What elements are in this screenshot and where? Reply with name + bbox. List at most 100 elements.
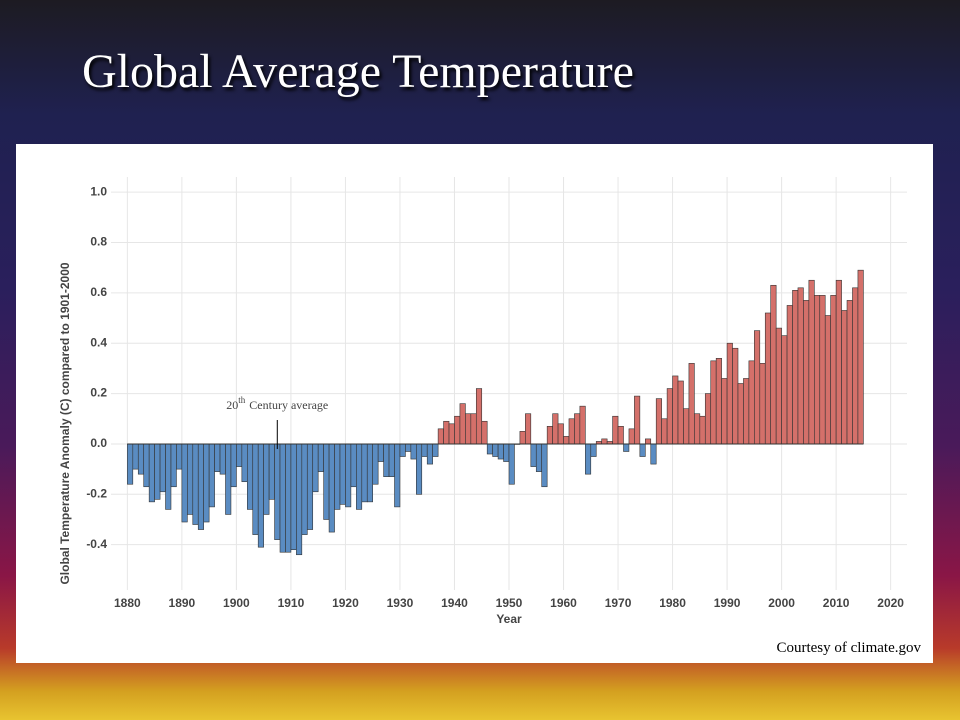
bar	[824, 315, 831, 445]
bar	[176, 443, 183, 470]
y-axis-label: Global Temperature Anomaly (C) compared …	[58, 262, 72, 584]
bar	[634, 395, 641, 445]
y-tick-label: 1.0	[90, 184, 107, 198]
bar	[214, 443, 221, 472]
bar	[170, 443, 177, 488]
y-tick-label: 0.6	[90, 285, 107, 299]
chart-panel: -0.4 -0.2 0.0 0.2 0.4 0.6 0.8 1.0 1880 1890 1900 19…	[16, 144, 933, 663]
x-tick-label: 1910	[278, 596, 305, 610]
bar	[650, 443, 657, 465]
bar	[623, 443, 630, 452]
bar	[841, 310, 848, 445]
bar	[416, 443, 423, 495]
bar	[781, 335, 788, 445]
bar	[639, 443, 646, 457]
bar	[688, 363, 695, 445]
bar	[814, 295, 821, 445]
y-tick-label: 0.0	[90, 436, 107, 450]
bar	[426, 443, 433, 465]
bar	[481, 420, 488, 445]
x-tick-label: 1960	[550, 596, 577, 610]
bar	[519, 431, 526, 445]
bar	[797, 287, 804, 445]
x-tick-label: 2000	[768, 596, 795, 610]
bar	[726, 342, 733, 445]
bar	[366, 443, 373, 503]
bar	[241, 443, 248, 483]
bar	[612, 415, 619, 445]
bar	[568, 418, 575, 445]
bar	[388, 443, 395, 477]
bar	[285, 443, 292, 553]
bar	[661, 418, 668, 445]
x-tick-label: 1900	[223, 596, 250, 610]
y-tick-label: 0.8	[90, 235, 107, 249]
bar	[274, 443, 281, 540]
bar	[247, 443, 254, 510]
bar	[486, 443, 493, 455]
bar	[323, 443, 330, 520]
bar	[552, 413, 559, 445]
chart: -0.4 -0.2 0.0 0.2 0.4 0.6 0.8 1.0 1880 1890 1900 19…	[58, 177, 907, 626]
bar	[775, 327, 782, 445]
bar	[465, 413, 472, 445]
bar	[377, 443, 384, 462]
bar	[715, 358, 722, 445]
bar	[137, 443, 145, 475]
bar	[732, 347, 739, 445]
bar	[165, 443, 172, 510]
bar	[835, 279, 842, 445]
bar	[334, 443, 341, 510]
x-tick-label: 1970	[605, 596, 632, 610]
bar	[328, 443, 335, 533]
bar	[764, 312, 771, 445]
bar	[448, 423, 455, 445]
bar	[743, 378, 750, 445]
y-tick-label: 0.2	[90, 386, 107, 400]
bar	[350, 443, 357, 488]
bar	[437, 428, 444, 445]
bar	[541, 443, 548, 488]
slide-title: Global Average Temperature	[82, 45, 634, 98]
bar	[361, 443, 368, 503]
bar	[770, 284, 777, 445]
bar	[383, 443, 390, 477]
bar	[470, 413, 477, 445]
bar	[563, 436, 570, 445]
bar	[590, 443, 597, 457]
bar	[372, 443, 379, 485]
bar	[601, 438, 608, 445]
bar	[737, 383, 744, 445]
bar	[290, 443, 297, 551]
bar	[546, 426, 553, 445]
bar	[399, 443, 406, 457]
bar	[759, 363, 766, 445]
source-credit: Courtesy of climate.gov	[776, 640, 921, 656]
bar	[279, 443, 286, 553]
bar	[830, 295, 837, 445]
bar	[296, 443, 303, 556]
bar	[803, 300, 810, 445]
bar	[525, 413, 532, 445]
bar	[672, 375, 679, 445]
bar	[306, 443, 314, 530]
bar	[443, 420, 450, 445]
bar	[819, 295, 826, 445]
bar	[721, 378, 728, 445]
bar	[197, 443, 204, 530]
x-tick-label: 1890	[169, 596, 196, 610]
bar	[694, 413, 701, 445]
x-tick-label: 1980	[659, 596, 686, 610]
bar	[203, 443, 210, 523]
bar	[655, 398, 662, 445]
bar	[143, 443, 150, 488]
bar	[263, 443, 270, 515]
x-tick-label: 1950	[496, 596, 523, 610]
bar	[257, 443, 264, 548]
bar	[754, 330, 761, 445]
bar	[535, 443, 543, 472]
bar	[557, 423, 564, 445]
bar	[410, 443, 417, 460]
x-tick-label: 1990	[714, 596, 741, 610]
